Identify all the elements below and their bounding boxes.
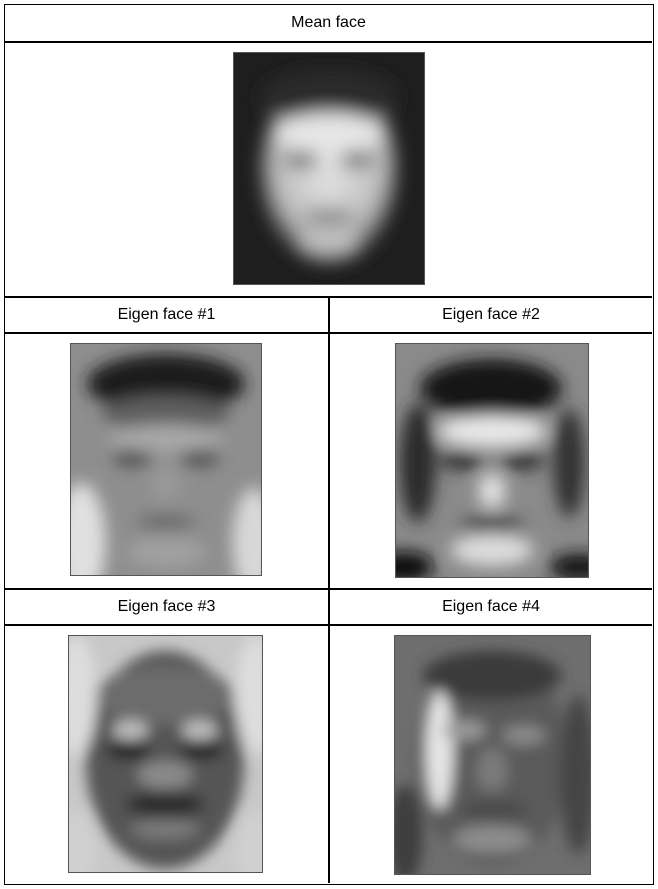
eigen-face-4-image bbox=[394, 635, 591, 875]
eigen-face-1-image bbox=[70, 343, 262, 576]
eigen-face-2-title: Eigen face #2 bbox=[442, 306, 540, 323]
mean-face-image bbox=[233, 52, 425, 285]
column-divider bbox=[328, 296, 330, 883]
mean-face-title: Mean face bbox=[291, 14, 366, 31]
eigen-face-3-title: Eigen face #3 bbox=[117, 598, 216, 615]
row-divider bbox=[5, 41, 652, 43]
eigen-face-4-title: Eigen face #4 bbox=[442, 598, 540, 615]
eigen-face-3-image bbox=[68, 635, 263, 873]
faces-table: Mean face Eigen face #1 Eigen face #2 Ei… bbox=[4, 4, 654, 885]
eigen-face-2-image bbox=[395, 343, 589, 578]
eigen-face-1-title: Eigen face #1 bbox=[117, 306, 216, 323]
